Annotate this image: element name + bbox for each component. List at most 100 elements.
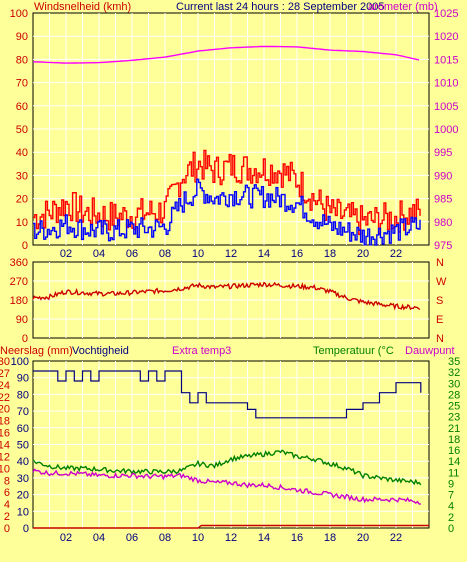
hour-tick-label: 12 [225, 532, 237, 544]
axis-tick-label: 27 [0, 368, 10, 380]
axis-tick-label: 985 [434, 194, 452, 206]
hour-tick-label: 22 [390, 248, 402, 260]
axis-tick-label: 0 [22, 240, 28, 252]
axis-tick-label: 1015 [434, 54, 458, 66]
axis-tick-label: 10 [0, 463, 10, 475]
axis-tick-label: 4 [4, 499, 10, 511]
hour-tick-label: 20 [357, 532, 369, 544]
axis-tick-label: 30 [17, 473, 29, 485]
axis-tick-label: 980 [434, 217, 452, 229]
axis-tick-label: 360 [10, 257, 28, 269]
axis-tick-label: 24 [0, 380, 10, 392]
temp-grid [33, 361, 429, 528]
axis-tick-label: 28 [448, 389, 460, 401]
axis-tick-label: 990 [434, 170, 452, 182]
axis-tick-label: 40 [16, 147, 28, 159]
hour-tick-label: 22 [390, 532, 402, 544]
direction-series [32, 281, 421, 311]
hour-tick-label: 08 [159, 248, 171, 260]
axis-tick-label: 90 [16, 31, 28, 43]
temp-hour-labels: 02 04 06 08 10 12 14 16 18 20 22 [60, 532, 402, 544]
hour-tick-label: 18 [324, 248, 336, 260]
axis-tick-label: 50 [16, 124, 28, 136]
wind-direction-line [32, 281, 421, 311]
temperature-axis-title: Temperatuur (°C [313, 345, 394, 357]
temp-series [32, 370, 429, 529]
hour-tick-label: 20 [357, 248, 369, 260]
hour-tick-label: 16 [291, 532, 303, 544]
axis-tick-label: N [436, 333, 444, 345]
axis-tick-label: 1005 [434, 101, 458, 113]
barometer-line [32, 45, 420, 64]
axis-tick-label: 9 [448, 478, 454, 490]
axis-tick-label: 11 [448, 467, 459, 479]
axis-tick-label: N [436, 257, 444, 269]
axis-tick-label: 35 [448, 356, 460, 368]
axis-tick-label: 70 [17, 406, 29, 418]
humidity-line [33, 370, 422, 419]
axis-tick-label: 1000 [434, 124, 458, 136]
axis-tick-label: 14 [448, 456, 460, 468]
axis-tick-label: 10 [16, 217, 28, 229]
axis-tick-label: 270 [10, 276, 28, 288]
humidity-axis-title: Vochtigheid [72, 345, 129, 357]
axis-tick-label: 8 [4, 475, 10, 487]
barometer-tick-labels: 975 980 985 990 995 1000 1005 1010 1015 1020 1025 [434, 8, 458, 252]
axis-tick-label: 12 [0, 451, 10, 463]
wind-gust-line [33, 149, 421, 236]
axis-tick-label: 22 [0, 392, 10, 404]
wind-tick-labels: 0 10 20 30 40 50 60 70 80 90 100 [10, 8, 28, 252]
wind-speed-line [33, 178, 421, 246]
axis-tick-label: 180 [10, 295, 28, 307]
rain-axis-title: Neerslag (mm) [0, 345, 73, 357]
hour-tick-label: 10 [192, 248, 204, 260]
axis-tick-label: 30 [16, 170, 28, 182]
hour-tick-label: 04 [93, 248, 105, 260]
axis-tick-label: 975 [434, 240, 452, 252]
axis-tick-label: 50 [17, 440, 29, 452]
axis-tick-label: 995 [434, 147, 452, 159]
hour-tick-label: 14 [258, 248, 270, 260]
axis-tick-label: 80 [17, 389, 29, 401]
axis-tick-label: 1010 [434, 78, 458, 90]
hour-tick-label: 06 [126, 532, 138, 544]
axis-tick-label: 14 [0, 440, 10, 452]
axis-tick-label: 16 [0, 428, 10, 440]
axis-tick-label: 60 [16, 101, 28, 113]
hour-tick-label: 02 [60, 248, 72, 260]
axis-tick-label: 18 [0, 416, 10, 428]
temperature-line [32, 449, 422, 486]
wind-axis-title: Windsnelheid (kmh) [34, 1, 131, 13]
axis-tick-label: 30 [448, 378, 460, 390]
axis-tick-label: E [436, 314, 443, 326]
humidity-tick-labels: 0 10 20 30 40 50 60 70 80 90 100 [11, 356, 29, 535]
axis-tick-label: 70 [16, 78, 28, 90]
axis-tick-label: 0 [23, 523, 29, 535]
axis-tick-label: W [436, 276, 447, 288]
axis-tick-label: 21 [448, 423, 460, 435]
direction-grid [33, 262, 429, 338]
axis-tick-label: 0 [22, 333, 28, 345]
rain-line [33, 524, 429, 529]
axis-tick-label: 60 [17, 423, 29, 435]
wind-series [32, 45, 421, 246]
dewpoint-axis-title: Dauwpunt [405, 345, 455, 357]
axis-tick-label: 20 [16, 194, 28, 206]
chart-title: Current last 24 hours : 28 September 200… [176, 1, 385, 13]
temp-humidity-panel: Neerslag (mm) Vochtigheid Extra temp3 Te… [0, 345, 460, 544]
hour-tick-label: 06 [126, 248, 138, 260]
axis-tick-label: 10 [17, 506, 29, 518]
hour-tick-label: 02 [60, 532, 72, 544]
axis-tick-label: 90 [16, 314, 28, 326]
axis-tick-label: 20 [17, 490, 29, 502]
axis-tick-label: 2 [448, 512, 454, 524]
hour-tick-label: 04 [93, 532, 105, 544]
axis-tick-label: 100 [11, 356, 29, 368]
wind-hour-labels: 02 04 06 08 10 12 14 16 18 20 22 [60, 248, 402, 260]
wind-barometer-panel: Windsnelheid (kmh) Current last 24 hours… [10, 1, 459, 260]
direction-tick-labels: 0 90 180 270 360 [10, 257, 28, 345]
